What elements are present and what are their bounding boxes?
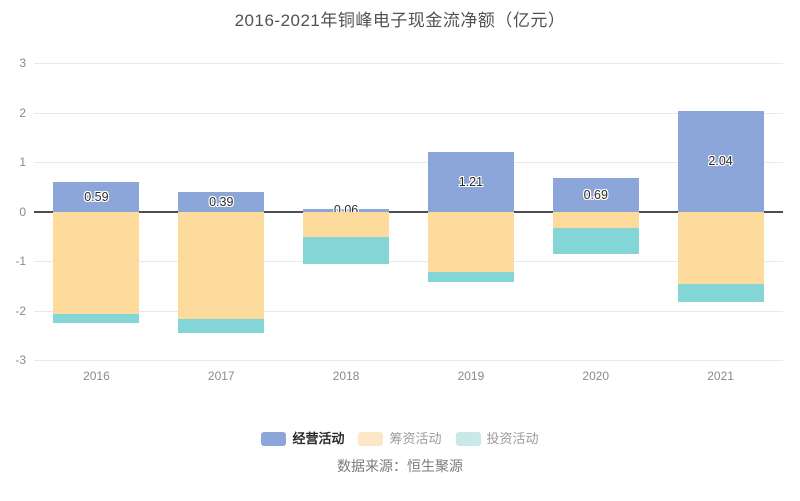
legend-swatch-operating [261, 432, 287, 446]
bar-segment-investing-2016[interactable] [53, 313, 140, 323]
bar-segment-financing-2016[interactable] [53, 211, 140, 314]
y-axis-label: -2 [15, 303, 26, 318]
x-axis-label: 2018 [332, 369, 360, 383]
bar-segment-investing-2018[interactable] [303, 236, 390, 265]
y-axis-label: 1 [19, 155, 26, 170]
bar-segment-financing-2021[interactable] [677, 211, 764, 284]
gridline [34, 310, 783, 312]
gridline [34, 112, 783, 114]
bar-segment-financing-2019[interactable] [427, 211, 514, 272]
bar-segment-operating-2018[interactable] [303, 208, 390, 212]
y-axis-label: -1 [15, 254, 26, 269]
bar-segment-investing-2020[interactable] [552, 227, 639, 255]
bar-segment-operating-2019[interactable] [427, 151, 514, 212]
legend-label-financing: 筹资活动 [389, 431, 442, 446]
legend-label-operating: 经营活动 [292, 431, 345, 446]
legend: 经营活动 筹资活动 投资活动 [0, 431, 800, 447]
bar-segment-operating-2021[interactable] [677, 110, 764, 212]
y-axis-label: -3 [15, 353, 26, 368]
legend-label-investing: 投资活动 [486, 431, 539, 446]
zero-axis-line [34, 210, 783, 213]
x-axis-label: 2021 [707, 369, 734, 383]
y-axis-label: 2 [19, 105, 26, 120]
legend-swatch-financing [358, 432, 384, 446]
x-axis-label: 2016 [83, 369, 110, 383]
bar-segment-financing-2020[interactable] [552, 211, 639, 228]
bar-segment-operating-2016[interactable] [53, 182, 140, 212]
chart-title: 2016-2021年铜峰电子现金流净额（亿元） [234, 11, 566, 30]
gridline [34, 261, 783, 263]
x-axis-label: 2019 [457, 369, 485, 383]
y-axis-label: 3 [19, 56, 26, 71]
bar-segment-investing-2019[interactable] [427, 271, 514, 283]
gridline [34, 360, 783, 362]
legend-item-financing[interactable]: 筹资活动 [358, 431, 442, 447]
bar-segment-investing-2021[interactable] [677, 283, 764, 302]
bar-segment-investing-2017[interactable] [178, 319, 265, 334]
bar-segment-financing-2017[interactable] [178, 211, 265, 320]
legend-item-investing[interactable]: 投资活动 [455, 431, 539, 447]
y-axis-label: 0 [19, 204, 26, 219]
gridline [34, 162, 783, 164]
gridline [34, 63, 783, 65]
x-axis-label: 2020 [582, 369, 610, 383]
legend-swatch-investing [455, 432, 481, 446]
data-source: 数据来源：恒生聚源 [337, 458, 463, 474]
bar-segment-financing-2018[interactable] [303, 211, 390, 237]
bar-segment-operating-2020[interactable] [552, 177, 639, 212]
legend-item-operating[interactable]: 经营活动 [261, 431, 344, 447]
x-axis-label: 2017 [207, 369, 235, 383]
bar-segment-operating-2017[interactable] [178, 192, 265, 212]
